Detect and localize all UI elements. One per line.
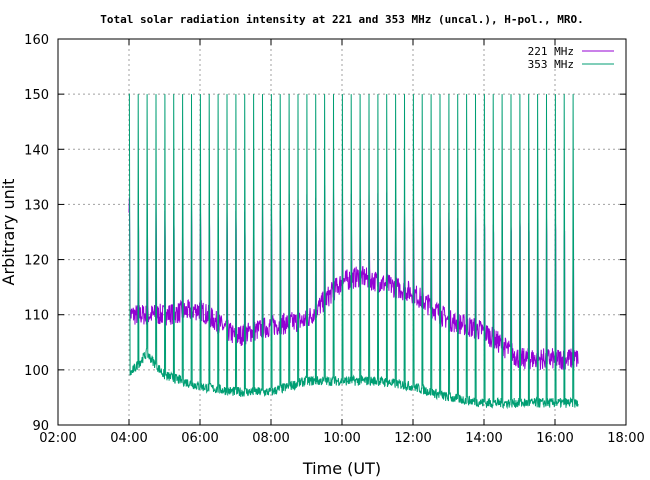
y-tick-label: 160 — [24, 33, 49, 48]
x-tick-label: 10:00 — [323, 431, 360, 446]
x-tick-label: 02:00 — [39, 431, 76, 446]
x-axis-label: Time (UT) — [302, 459, 381, 478]
y-tick-label: 120 — [24, 254, 49, 269]
x-tick-label: 08:00 — [252, 431, 289, 446]
chart-title: Total solar radiation intensity at 221 a… — [100, 13, 583, 26]
y-tick-label: 140 — [24, 143, 49, 158]
y-tick-label: 130 — [24, 198, 49, 213]
y-axis-label: Arbitrary unit — [0, 179, 18, 286]
y-tick-label: 90 — [32, 419, 49, 434]
y-tick-label: 110 — [24, 309, 49, 324]
legend-label: 353 MHz — [528, 58, 574, 71]
y-tick-label: 100 — [24, 364, 49, 379]
axis-ticks: 02:00 04:00 06:00 08:00 10:00 12:00 14:00 16:00… — [24, 33, 645, 446]
legend-label: 221 MHz — [528, 45, 574, 58]
series-line-221mhz — [128, 185, 579, 370]
y-tick-label: 150 — [24, 88, 49, 103]
x-tick-label: 16:00 — [536, 431, 573, 446]
series-line-353mhz — [128, 93, 579, 410]
x-tick-label: 12:00 — [394, 431, 431, 446]
x-tick-label: 06:00 — [181, 431, 218, 446]
x-tick-label: 14:00 — [465, 431, 502, 446]
series-layer — [128, 93, 579, 410]
x-tick-label: 18:00 — [607, 431, 644, 446]
x-tick-label: 04:00 — [110, 431, 147, 446]
